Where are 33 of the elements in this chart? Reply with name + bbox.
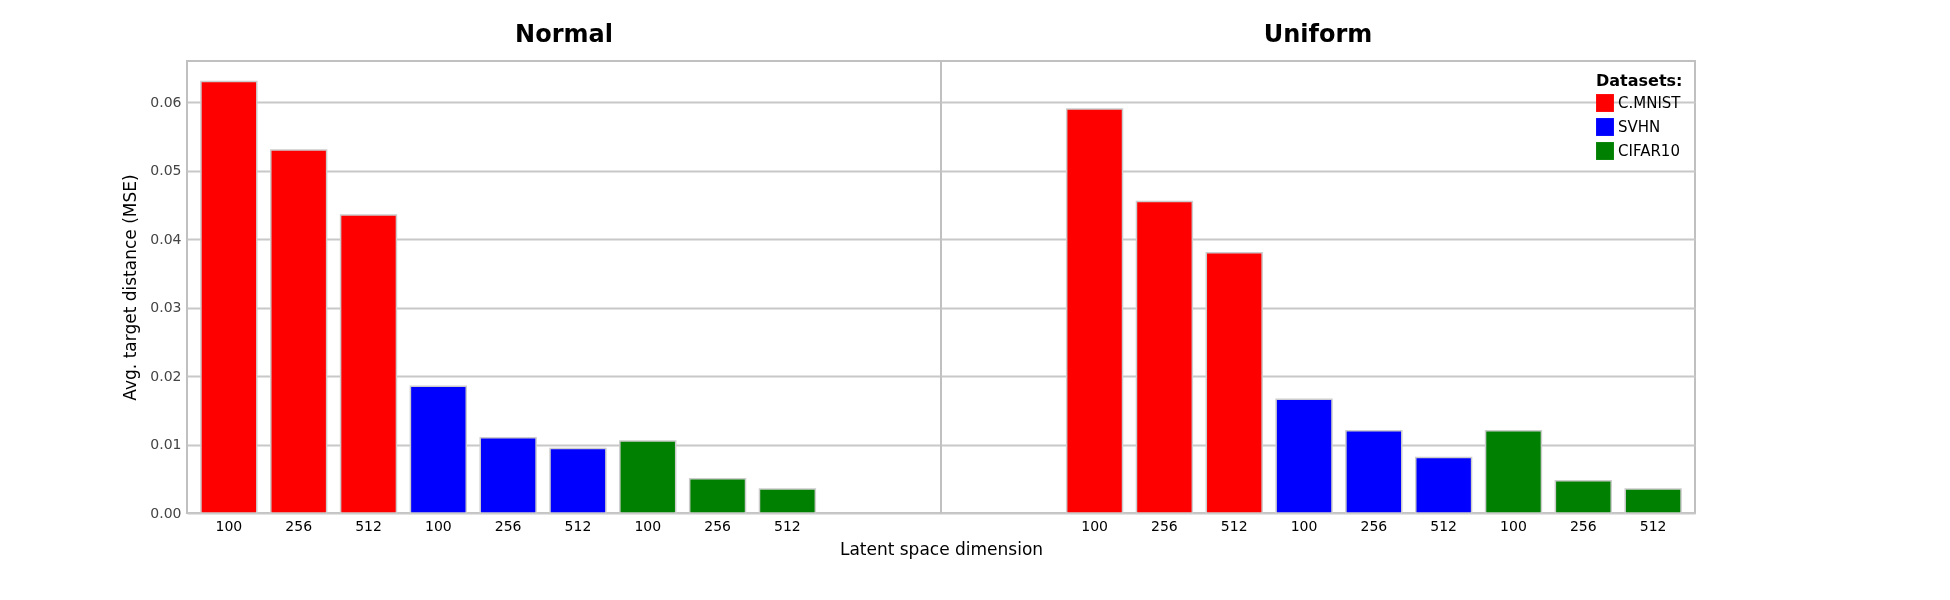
y-tick-label: 0.06 bbox=[150, 93, 182, 110]
x-tick-label: 256 bbox=[704, 517, 732, 534]
x-tick-label: 512 bbox=[355, 517, 382, 534]
x-tick-label: 100 bbox=[215, 517, 243, 534]
x-tick-label: 256 bbox=[285, 517, 313, 534]
x-tick-label: 256 bbox=[494, 517, 522, 534]
x-tick-label: 100 bbox=[634, 517, 662, 534]
x-tick-label: 100 bbox=[1500, 517, 1527, 534]
legend-title: Datasets: bbox=[1596, 71, 1683, 90]
y-tick-label: 0.01 bbox=[150, 436, 182, 453]
x-tick-label: 512 bbox=[1220, 517, 1248, 534]
x-tick-label: 512 bbox=[1430, 517, 1458, 534]
x-tick-label: 100 bbox=[1290, 517, 1318, 534]
x-tick-label: 256 bbox=[1360, 517, 1388, 534]
y-tick-label: 0.03 bbox=[150, 299, 182, 316]
y-tick-label: 0.00 bbox=[150, 504, 182, 521]
chart-title: Uniform bbox=[1263, 20, 1373, 48]
y-tick-label: 0.02 bbox=[150, 367, 182, 384]
y-axis-title: Avg. target distance (MSE) bbox=[120, 174, 141, 401]
x-tick-label: 512 bbox=[774, 517, 801, 534]
chart-title: Normal bbox=[515, 20, 613, 48]
legend-label: C.MNIST bbox=[1618, 94, 1682, 112]
x-axis-title: Latent space dimension bbox=[839, 538, 1044, 559]
x-tick-label: 100 bbox=[1081, 517, 1108, 534]
x-tick-label: 512 bbox=[1639, 517, 1667, 534]
y-tick-label: 0.05 bbox=[150, 162, 182, 179]
legend-label: CIFAR10 bbox=[1618, 142, 1680, 160]
x-tick-label: 256 bbox=[1151, 517, 1178, 534]
legend-label: SVHN bbox=[1618, 118, 1661, 136]
x-tick-label: 256 bbox=[1569, 517, 1597, 534]
x-tick-label: 100 bbox=[424, 517, 452, 534]
y-tick-label: 0.04 bbox=[150, 230, 182, 247]
x-tick-label: 512 bbox=[564, 517, 592, 534]
